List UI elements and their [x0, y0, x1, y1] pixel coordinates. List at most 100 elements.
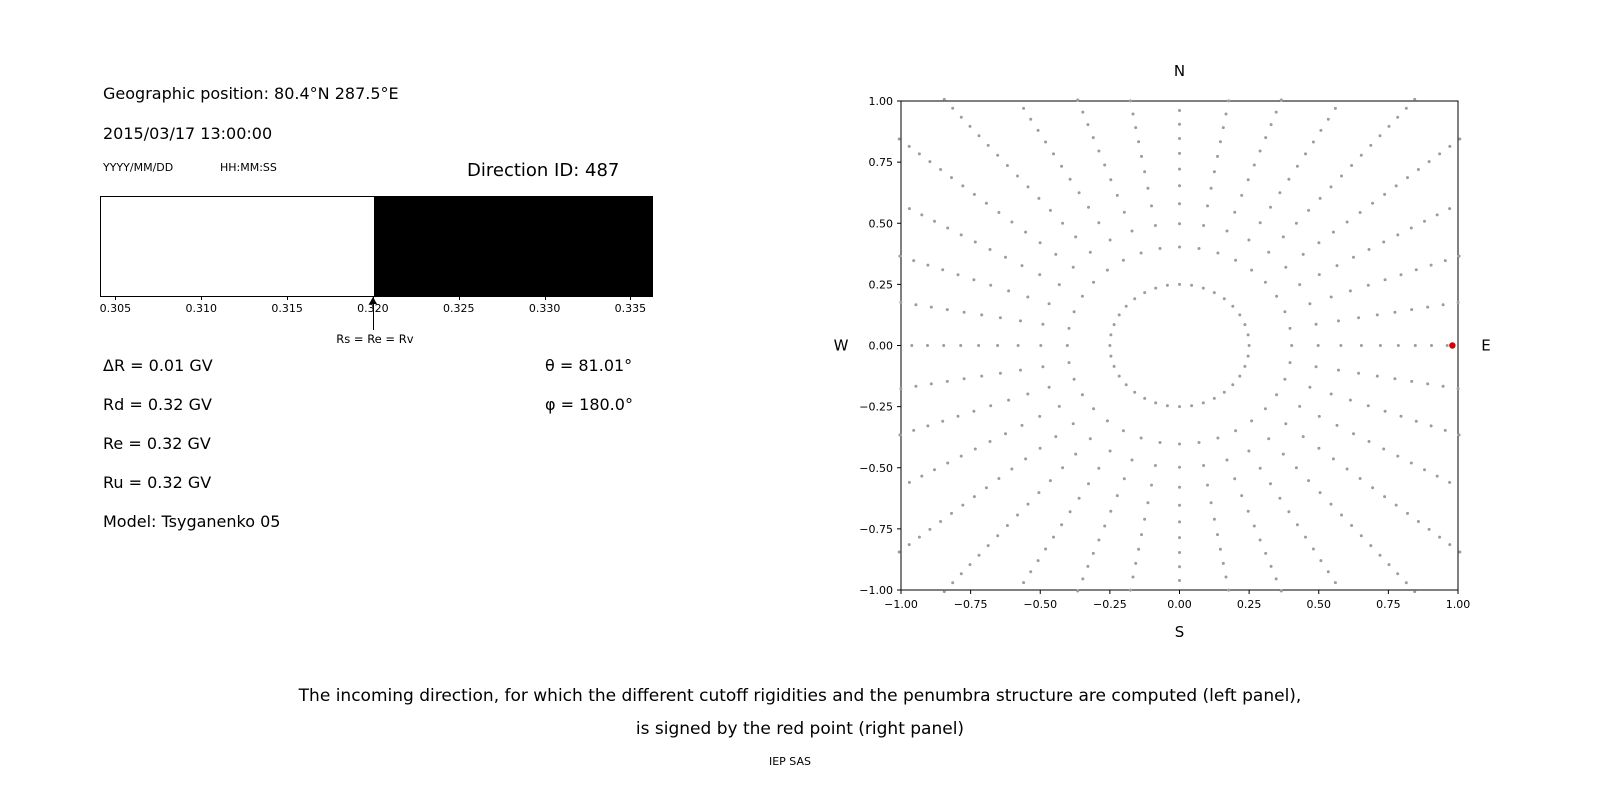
scatter-dot	[1224, 112, 1228, 116]
scatter-dot	[897, 550, 901, 554]
scatter-dot	[1038, 446, 1042, 450]
scatter-dot	[1024, 457, 1028, 461]
datetime-label: 2015/03/17 13:00:00	[103, 124, 273, 143]
scatter-dot	[1410, 379, 1414, 383]
scatter-dot	[1047, 302, 1051, 306]
scatter-dot	[1124, 383, 1128, 387]
scatter-dot	[1140, 154, 1143, 158]
scatter-dot	[1133, 297, 1137, 301]
scatter-dot	[926, 344, 929, 347]
scatter-dot	[950, 176, 953, 180]
scatter-dot	[997, 211, 1001, 214]
scatter-dot	[1131, 575, 1135, 579]
scatter-dot	[998, 371, 1002, 375]
scatter-dot	[1197, 441, 1201, 444]
scatter-dot	[1414, 419, 1418, 423]
scatter-dot	[1130, 458, 1134, 462]
scatter-dot	[928, 160, 932, 164]
scatter-dot	[1350, 524, 1354, 527]
scatter-dot	[898, 254, 902, 258]
scatter-dot	[1048, 479, 1052, 483]
scatter-dot	[1445, 344, 1449, 347]
scatter-dot	[1329, 392, 1333, 396]
scatter-dot	[1115, 193, 1119, 197]
scatter-dot	[945, 379, 949, 383]
scatter-dot	[910, 344, 914, 347]
scatter-dot	[980, 313, 984, 317]
scatter-dot	[1329, 295, 1333, 299]
scatter-dot	[1413, 344, 1417, 347]
scatter-dot	[1036, 559, 1040, 563]
scatter-dot	[946, 461, 950, 465]
scatter-dot	[1243, 323, 1247, 327]
scatter-dot	[1097, 149, 1101, 153]
scatter-dot	[1267, 250, 1271, 254]
scatter-dot	[1212, 170, 1216, 174]
scatter-dot	[1337, 319, 1340, 323]
scatter-dot	[1153, 224, 1157, 227]
scatter-dot	[968, 124, 972, 128]
scatter-dot	[1077, 496, 1081, 500]
scatter-dot	[1076, 589, 1080, 593]
scatter-dot	[1146, 501, 1150, 505]
scatter-dot	[917, 152, 921, 156]
scatter-dot	[1304, 535, 1307, 539]
scatter-dot	[1448, 207, 1452, 211]
penumbra-tick-mark	[630, 296, 632, 300]
x-tick-label: 0.00	[1167, 598, 1192, 611]
scatter-dot	[1295, 523, 1299, 527]
scatter-dot	[1109, 354, 1113, 358]
scatter-dot	[1329, 502, 1333, 506]
scatter-dot	[1178, 536, 1181, 540]
scatter-dot	[1201, 286, 1205, 290]
scatter-dot	[920, 213, 924, 217]
scatter-dot	[1038, 273, 1042, 277]
scatter-dot	[1394, 503, 1398, 507]
scatter-dot	[1026, 392, 1030, 396]
scatter-dot	[1278, 496, 1282, 500]
scatter-dot	[1227, 588, 1231, 592]
scatter-dot	[1234, 429, 1238, 433]
scatter-dot	[1231, 383, 1235, 387]
scatter-dot	[1061, 466, 1065, 470]
scatter-dot	[1238, 374, 1242, 378]
scatter-dot	[1016, 513, 1019, 517]
scatter-dot	[1178, 579, 1181, 582]
scatter-dot	[1317, 446, 1321, 450]
penumbra-segment-forbidden	[373, 197, 652, 296]
scatter-dot	[1165, 404, 1169, 408]
penumbra-tick-label: 0.315	[271, 302, 303, 315]
scatter-dot	[959, 572, 963, 576]
scatter-dot	[1222, 297, 1226, 301]
scatter-dot	[1457, 433, 1461, 437]
scatter-dot	[1294, 221, 1298, 225]
scatter-dot	[1435, 474, 1439, 478]
scatter-dot	[941, 419, 945, 423]
scatter-dot	[1036, 128, 1040, 132]
scatter-dot	[1103, 163, 1107, 167]
x-tick-label: 1.00	[1446, 598, 1471, 611]
scatter-dot	[1264, 136, 1268, 140]
scatter-dot	[939, 168, 943, 171]
scatter-dot	[1426, 305, 1430, 309]
scatter-dot	[1010, 220, 1014, 224]
scatter-dot	[1178, 137, 1181, 140]
scatter-dot	[1269, 564, 1273, 568]
scatter-dot	[1080, 294, 1084, 298]
scatter-dot	[1348, 398, 1352, 402]
scatter-dot	[1178, 565, 1181, 569]
scatter-dot	[1143, 396, 1147, 400]
scatter-dot	[1206, 483, 1209, 487]
scatter-dot	[1393, 377, 1397, 381]
scatter-dot	[1263, 407, 1267, 411]
scatter-dot	[912, 259, 916, 263]
scatter-dot	[1202, 224, 1206, 227]
date-format-label: YYYY/MM/DD	[103, 161, 174, 174]
scatter-dot	[1130, 229, 1134, 233]
y-tick-label: 0.00	[869, 340, 894, 353]
credit-label: IEP SAS	[768, 755, 812, 768]
scatter-dot	[1359, 153, 1363, 157]
direction-id-label: Direction ID: 487	[467, 160, 620, 181]
scatter-dot	[980, 374, 984, 378]
